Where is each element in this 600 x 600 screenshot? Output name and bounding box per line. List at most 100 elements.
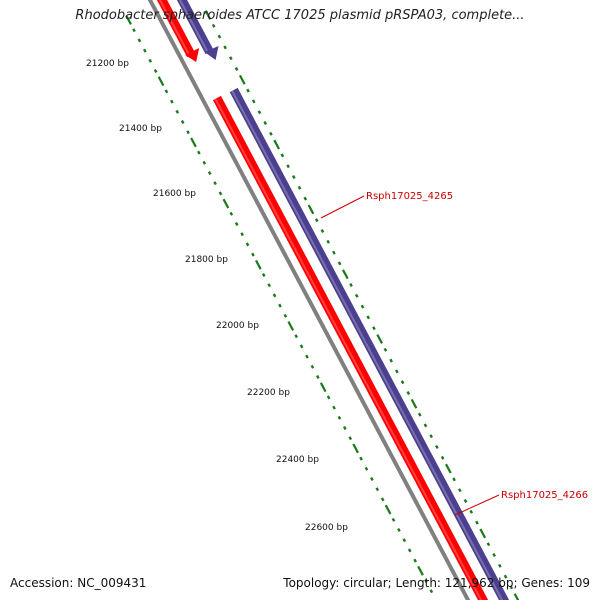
- reverse-gene-segment-highlight: [178, 0, 209, 53]
- ruler-inner-dot: [380, 497, 385, 502]
- ruler-outer-dot: [475, 520, 479, 525]
- ruler-inner-dot: [213, 181, 217, 186]
- forward-gene-segment-highlight: [158, 0, 191, 56]
- ruler-outer-dot: [297, 185, 302, 190]
- ruler-inner-dot: [417, 565, 424, 576]
- ruler-inner-dot: [132, 28, 136, 33]
- ruler-inner-dot: [299, 344, 304, 349]
- ruler-inner-dot: [315, 375, 320, 379]
- ruler-inner-dot: [364, 466, 369, 471]
- ruler-inner-dot: [326, 395, 331, 400]
- ruler-inner-dot: [261, 273, 266, 277]
- ruler-outer-dot: [400, 380, 405, 385]
- ruler-outer-dot: [332, 250, 336, 255]
- tick-label: 21600 bp: [153, 189, 196, 199]
- ruler-outer-dot: [280, 153, 285, 158]
- ruler-inner-dot: [370, 477, 374, 481]
- ruler-inner-dot: [164, 89, 169, 94]
- tick-label: 22000 bp: [216, 321, 259, 331]
- tick-label: 21400 bp: [119, 124, 162, 134]
- ruler-outer-dot: [246, 88, 250, 93]
- ruler-inner-dot: [143, 48, 147, 53]
- ruler-inner-dot: [175, 109, 180, 114]
- ruler-inner-dot: [375, 487, 380, 492]
- ruler-inner-dot: [202, 160, 207, 165]
- tick-label: 22600 bp: [305, 523, 348, 533]
- reverse-gene-segment[interactable]: [176, 0, 214, 55]
- ruler-inner-dot: [137, 38, 142, 43]
- forward-gene-segment[interactable]: [156, 0, 196, 58]
- ruler-inner-dot: [153, 69, 158, 73]
- ruler-outer-dot: [349, 283, 353, 287]
- ruler-outer-dot: [463, 499, 468, 503]
- ruler-outer-dot: [257, 110, 262, 115]
- ruler-outer-dot: [423, 423, 428, 428]
- gene-leader-line: [454, 494, 500, 516]
- ruler-inner-dot: [391, 517, 396, 522]
- ruler-outer-dot: [234, 67, 239, 71]
- ruler-outer-dot: [223, 45, 227, 50]
- ruler-outer-dot: [354, 293, 359, 298]
- ruler-outer-dot: [429, 434, 433, 439]
- ruler-inner-dot: [429, 589, 434, 594]
- tick-label: 22400 bp: [276, 455, 319, 465]
- tick-label: 22200 bp: [247, 388, 290, 398]
- ruler-outer-dot: [211, 23, 216, 28]
- ruler-inner-dot: [125, 15, 132, 25]
- ruler-outer-dots: [204, 10, 520, 600]
- ruler-inner-dot: [337, 415, 342, 420]
- ruler-outer-dot: [498, 563, 502, 568]
- ruler-inner-dot: [255, 259, 262, 270]
- ruler-inner-dot: [186, 130, 190, 135]
- tick-label: 21800 bp: [185, 255, 228, 265]
- reverse-gene-segment[interactable]: [229, 87, 510, 600]
- ruler-outer-dot: [263, 121, 268, 125]
- ruler-inner-dot: [170, 99, 174, 104]
- ruler-outer-dot: [229, 56, 233, 61]
- ruler-inner-dot: [218, 191, 223, 196]
- ruler-outer-dot: [406, 391, 411, 395]
- ruler-inner-dot: [267, 283, 271, 288]
- gene-label[interactable]: Rsph17025_4265: [366, 191, 453, 202]
- ruler-outer-dot: [286, 164, 290, 169]
- ruler-inner-dot: [180, 120, 185, 124]
- ruler-outer-dot: [366, 315, 371, 320]
- ruler-tick-labels: 21200 bp 21400 bp 21600 bp 21800 bp 22000 bp…: [86, 59, 348, 533]
- ruler-outer-dot: [440, 455, 445, 460]
- ruler-inner-dot: [294, 334, 298, 339]
- ruler-outer-dot: [503, 574, 508, 579]
- ruler-inner-dot: [359, 456, 363, 461]
- ruler-outer-dot: [217, 34, 222, 39]
- ruler-inner-dot: [240, 232, 244, 237]
- ruler-inner-dot: [343, 426, 347, 430]
- ruler-outer-dot: [342, 269, 349, 280]
- ruler-outer-dot: [445, 463, 452, 474]
- ruler-outer-dot: [204, 10, 212, 20]
- gene-tracks: [147, 0, 510, 600]
- ruler-inner-dot: [424, 579, 428, 583]
- ruler-inner-dot: [283, 313, 288, 318]
- ruler-outer-dot: [273, 139, 280, 150]
- forward-gene-segment[interactable]: [212, 95, 489, 600]
- gene-label[interactable]: Rsph17025_4266: [501, 490, 588, 501]
- reverse-arrowhead: [204, 46, 219, 60]
- ruler-inner-dot: [251, 252, 255, 257]
- ruler-outer-dot: [457, 488, 462, 493]
- topology-stats: Topology: circular; Length: 121,962 bp; …: [283, 576, 590, 590]
- ruler-inner-dot: [148, 58, 153, 63]
- ruler-outer-dot: [513, 593, 520, 600]
- ruler-inner-dot: [332, 405, 336, 410]
- ruler-outer-dot: [307, 204, 315, 215]
- ruler-outer-dot: [291, 175, 296, 179]
- ruler-inner-dot: [287, 321, 295, 331]
- ruler-outer-dot: [486, 542, 491, 547]
- ruler-outer-dot: [303, 196, 308, 201]
- map-title: Rhodobacter sphaeroides ATCC 17025 plasm…: [75, 8, 525, 23]
- ruler-inner-dot: [190, 137, 197, 148]
- ruler-outer-dot: [492, 553, 496, 557]
- forward-gene-segment-highlight: [214, 97, 483, 600]
- ruler-outer-dot: [337, 261, 342, 266]
- ruler-inner-dot: [245, 242, 250, 247]
- ruler-outer-dot: [435, 445, 439, 449]
- ruler-outer-dot: [389, 358, 393, 363]
